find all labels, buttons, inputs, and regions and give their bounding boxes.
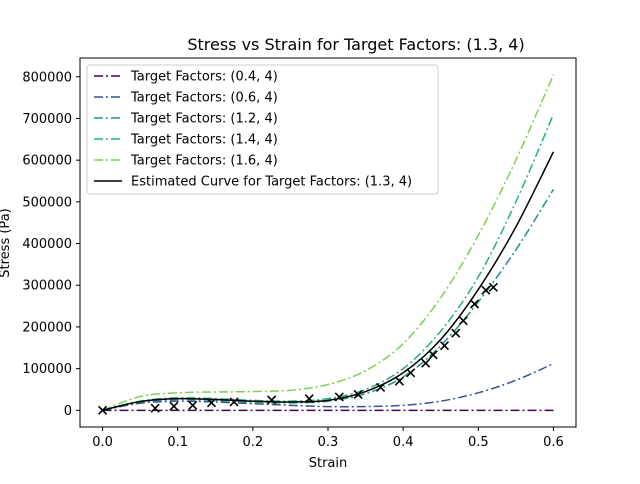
series-line-3 <box>102 113 555 412</box>
x-tick-label: 0.5 <box>468 435 489 450</box>
y-tick-label: 600000 <box>22 154 72 169</box>
x-tick-label: 0.0 <box>92 435 113 450</box>
legend: Target Factors: (0.4, 4) Target Factors: … <box>86 64 439 195</box>
y-tick-label: 0 <box>64 404 72 419</box>
data-point-marker <box>229 397 239 407</box>
x-axis-label: Strain <box>309 456 348 471</box>
data-point-marker <box>428 350 438 360</box>
data-point-marker <box>334 392 344 402</box>
legend-label-1: Target Factors: (0.6, 4) <box>130 91 278 106</box>
data-point-marker <box>421 358 431 368</box>
data-point-marker <box>439 341 450 351</box>
legend-label-4: Target Factors: (1.6, 4) <box>130 154 278 169</box>
data-point-marker <box>206 398 217 408</box>
y-tick-label: 300000 <box>22 279 72 294</box>
data-point-marker <box>481 285 491 295</box>
data-point-marker <box>469 299 480 309</box>
y-axis-label: Stress (Pa) <box>0 208 13 277</box>
data-point-marker <box>488 282 498 292</box>
plot-layer <box>97 74 555 415</box>
data-point-marker <box>304 394 314 404</box>
x-tick-label: 0.3 <box>318 435 339 450</box>
legend-label-5: Estimated Curve for Target Factors: (1.3… <box>131 175 412 190</box>
data-point-marker <box>451 328 461 338</box>
x-tick-label: 0.2 <box>243 435 264 450</box>
legend-frame <box>86 64 439 195</box>
data-point-marker <box>188 400 198 410</box>
data-point-marker <box>376 382 386 392</box>
data-point-marker <box>458 316 468 326</box>
y-tick-label: 200000 <box>22 320 72 335</box>
chart-title: Stress vs Strain for Target Factors: (1.… <box>187 35 524 54</box>
data-point-marker <box>267 395 277 405</box>
data-point-marker <box>150 403 160 413</box>
data-point-marker <box>353 389 363 400</box>
series-line-4 <box>102 74 555 412</box>
data-point-marker <box>169 401 179 411</box>
series-line-5 <box>102 151 555 412</box>
legend-label-3: Target Factors: (1.4, 4) <box>130 133 278 148</box>
data-point-marker <box>97 405 108 415</box>
y-tick-label: 100000 <box>22 362 72 377</box>
x-axis: 0.0 0.1 0.2 0.3 0.4 0.5 0.6 <box>92 427 564 450</box>
legend-label-0: Target Factors: (0.4, 4) <box>130 70 278 85</box>
x-tick-label: 0.4 <box>393 435 414 450</box>
series-line-2 <box>102 188 555 412</box>
x-tick-label: 0.6 <box>543 435 564 450</box>
y-tick-label: 400000 <box>22 237 72 252</box>
data-point-marker <box>406 368 416 378</box>
y-tick-label: 500000 <box>22 195 72 210</box>
data-point-marker <box>394 376 404 386</box>
x-tick-label: 0.1 <box>167 435 188 450</box>
series-line-1 <box>102 362 554 412</box>
y-axis: 0 100000 200000 300000 400000 500000 600000 700… <box>22 70 80 419</box>
y-tick-label: 800000 <box>22 70 72 85</box>
legend-label-2: Target Factors: (1.2, 4) <box>130 112 278 127</box>
y-tick-label: 700000 <box>22 112 72 127</box>
